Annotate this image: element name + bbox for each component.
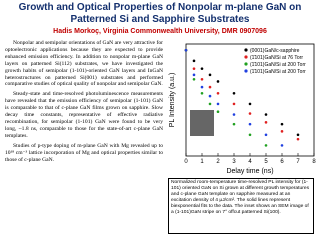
point [192, 67, 196, 70]
point [232, 102, 236, 106]
x-tick-label: 0 [184, 159, 188, 165]
legend-label: (1̄101)GaN/Si at 200 Torr [250, 62, 306, 68]
point [208, 94, 212, 98]
legend-label: (1̄101)GaN/Si at 76 Torr [250, 55, 303, 61]
x-tick-label: 5 [264, 159, 268, 165]
point [208, 102, 212, 106]
y-label: PL Intensity (a.u.) [169, 73, 176, 128]
legend-marker [244, 55, 248, 59]
legend-label: (1̄101)GaN/Si at 200 Torr [250, 69, 306, 75]
x-tick-label: 8 [312, 159, 316, 165]
point [192, 77, 196, 81]
title: Growth and Optical Properties of Nonpola… [18, 2, 302, 25]
body: Nonpolar and semipolar orientations of G… [5, 40, 163, 166]
x-tick-label: 4 [248, 159, 252, 165]
x-tick-label: 2 [216, 159, 220, 165]
point [248, 112, 252, 115]
point [216, 110, 220, 114]
point [216, 102, 220, 106]
point [296, 137, 300, 141]
point [192, 73, 196, 77]
point [232, 113, 236, 116]
point [248, 133, 252, 137]
point [208, 73, 212, 77]
point [192, 59, 196, 63]
point [280, 144, 284, 147]
point [296, 133, 300, 137]
point [264, 144, 268, 147]
point [200, 77, 204, 81]
point [264, 121, 268, 124]
point [264, 113, 268, 116]
point [248, 102, 252, 106]
paragraph: Steady-state and time-resolved photolumi… [5, 91, 163, 139]
point [280, 130, 284, 133]
x-tick-label: 7 [296, 159, 300, 165]
sem-inset [190, 110, 214, 136]
point [216, 91, 220, 95]
point [280, 122, 284, 126]
x-tick-label: 3 [232, 159, 236, 165]
x-tick-label: 6 [280, 159, 284, 165]
plot-frame [185, 43, 315, 157]
point [200, 67, 204, 70]
point [248, 122, 252, 126]
legend-marker [244, 69, 248, 73]
legend-marker [244, 48, 248, 52]
legend-marker [244, 62, 248, 66]
chart: Delay time (ns) PL Intensity (a.u.) 0 1 2 3… [169, 43, 316, 175]
x-tick-label: 1 [200, 159, 204, 165]
point [208, 85, 212, 89]
caption: Normalized room-temperature time-resolve… [168, 178, 314, 234]
paragraph: Studies of p-type doping of m-plane GaN … [5, 142, 163, 163]
point [200, 85, 204, 89]
point [200, 91, 204, 95]
x-label: Delay time (ns) [226, 168, 273, 175]
point [184, 48, 188, 52]
legend-label: (0001)GaN/c-sapphire [250, 48, 300, 54]
point [264, 133, 268, 137]
point [232, 122, 236, 126]
authors: Hadis Morkoç, Virginia Commonwealth Univ… [53, 28, 267, 35]
paragraph: Nonpolar and semipolar orientations of G… [5, 40, 163, 88]
point [232, 91, 236, 95]
point [216, 80, 220, 83]
